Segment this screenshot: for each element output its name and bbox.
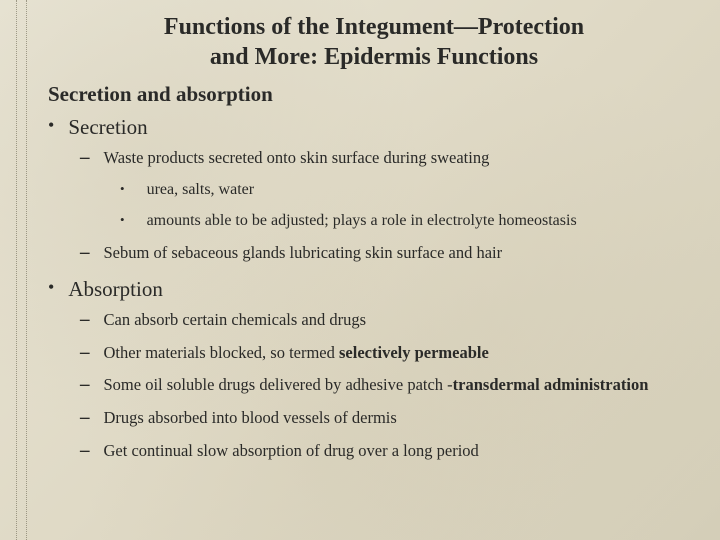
bullet-can-absorb: Can absorb certain chemicals and drugs	[80, 309, 700, 332]
waste-sublist: urea, salts, water amounts able to be ad…	[120, 180, 700, 232]
bullet-continual-text: Get continual slow absorption of drug ov…	[104, 440, 479, 463]
bullet-secretion: Secretion	[48, 113, 700, 141]
slide-content: Functions of the Integument—Protection a…	[0, 0, 720, 485]
bullet-sebum: Sebum of sebaceous glands lubricating sk…	[80, 242, 700, 265]
bullet-absorption: Absorption	[48, 275, 700, 303]
bullet-absorption-label: Absorption	[68, 275, 163, 303]
bullet-patch-pre: Some oil soluble drugs delivered by adhe…	[104, 375, 453, 394]
bullet-amounts: amounts able to be adjusted; plays a rol…	[120, 211, 700, 232]
bullet-dermis: Drugs absorbed into blood vessels of der…	[80, 407, 700, 430]
bullet-amounts-text: amounts able to be adjusted; plays a rol…	[147, 211, 577, 232]
bullet-list-lvl1: Secretion	[48, 113, 700, 141]
title-line-2: and More: Epidermis Functions	[210, 44, 538, 70]
bullet-waste: Waste products secreted onto skin surfac…	[80, 147, 700, 170]
title-line-1: Functions of the Integument—Protection	[164, 14, 584, 40]
secretion-sublist-2: Sebum of sebaceous glands lubricating sk…	[80, 242, 700, 265]
bullet-dermis-text: Drugs absorbed into blood vessels of der…	[104, 407, 397, 430]
secretion-sublist: Waste products secreted onto skin surfac…	[80, 147, 700, 170]
bullet-waste-text: Waste products secreted onto skin surfac…	[104, 147, 490, 170]
bullet-patch-text: Some oil soluble drugs delivered by adhe…	[104, 374, 649, 397]
bullet-secretion-label: Secretion	[68, 113, 147, 141]
bullet-blocked: Other materials blocked, so termed selec…	[80, 342, 700, 365]
bullet-blocked-pre: Other materials blocked, so termed	[104, 343, 340, 362]
bullet-blocked-text: Other materials blocked, so termed selec…	[104, 342, 489, 365]
bullet-urea: urea, salts, water	[120, 180, 700, 201]
bullet-can-absorb-text: Can absorb certain chemicals and drugs	[104, 309, 367, 332]
slide-title: Functions of the Integument—Protection a…	[48, 12, 700, 72]
bullet-urea-text: urea, salts, water	[147, 180, 255, 201]
bullet-sebum-text: Sebum of sebaceous glands lubricating sk…	[104, 242, 503, 265]
bullet-patch: Some oil soluble drugs delivered by adhe…	[80, 374, 700, 397]
bullet-list-lvl1-b: Absorption	[48, 275, 700, 303]
bullet-blocked-bold: selectively permeable	[339, 343, 489, 362]
bullet-patch-bold: transdermal administration	[453, 375, 649, 394]
bullet-continual: Get continual slow absorption of drug ov…	[80, 440, 700, 463]
absorption-sublist: Can absorb certain chemicals and drugs O…	[80, 309, 700, 463]
slide-subtitle: Secretion and absorption	[48, 82, 700, 107]
